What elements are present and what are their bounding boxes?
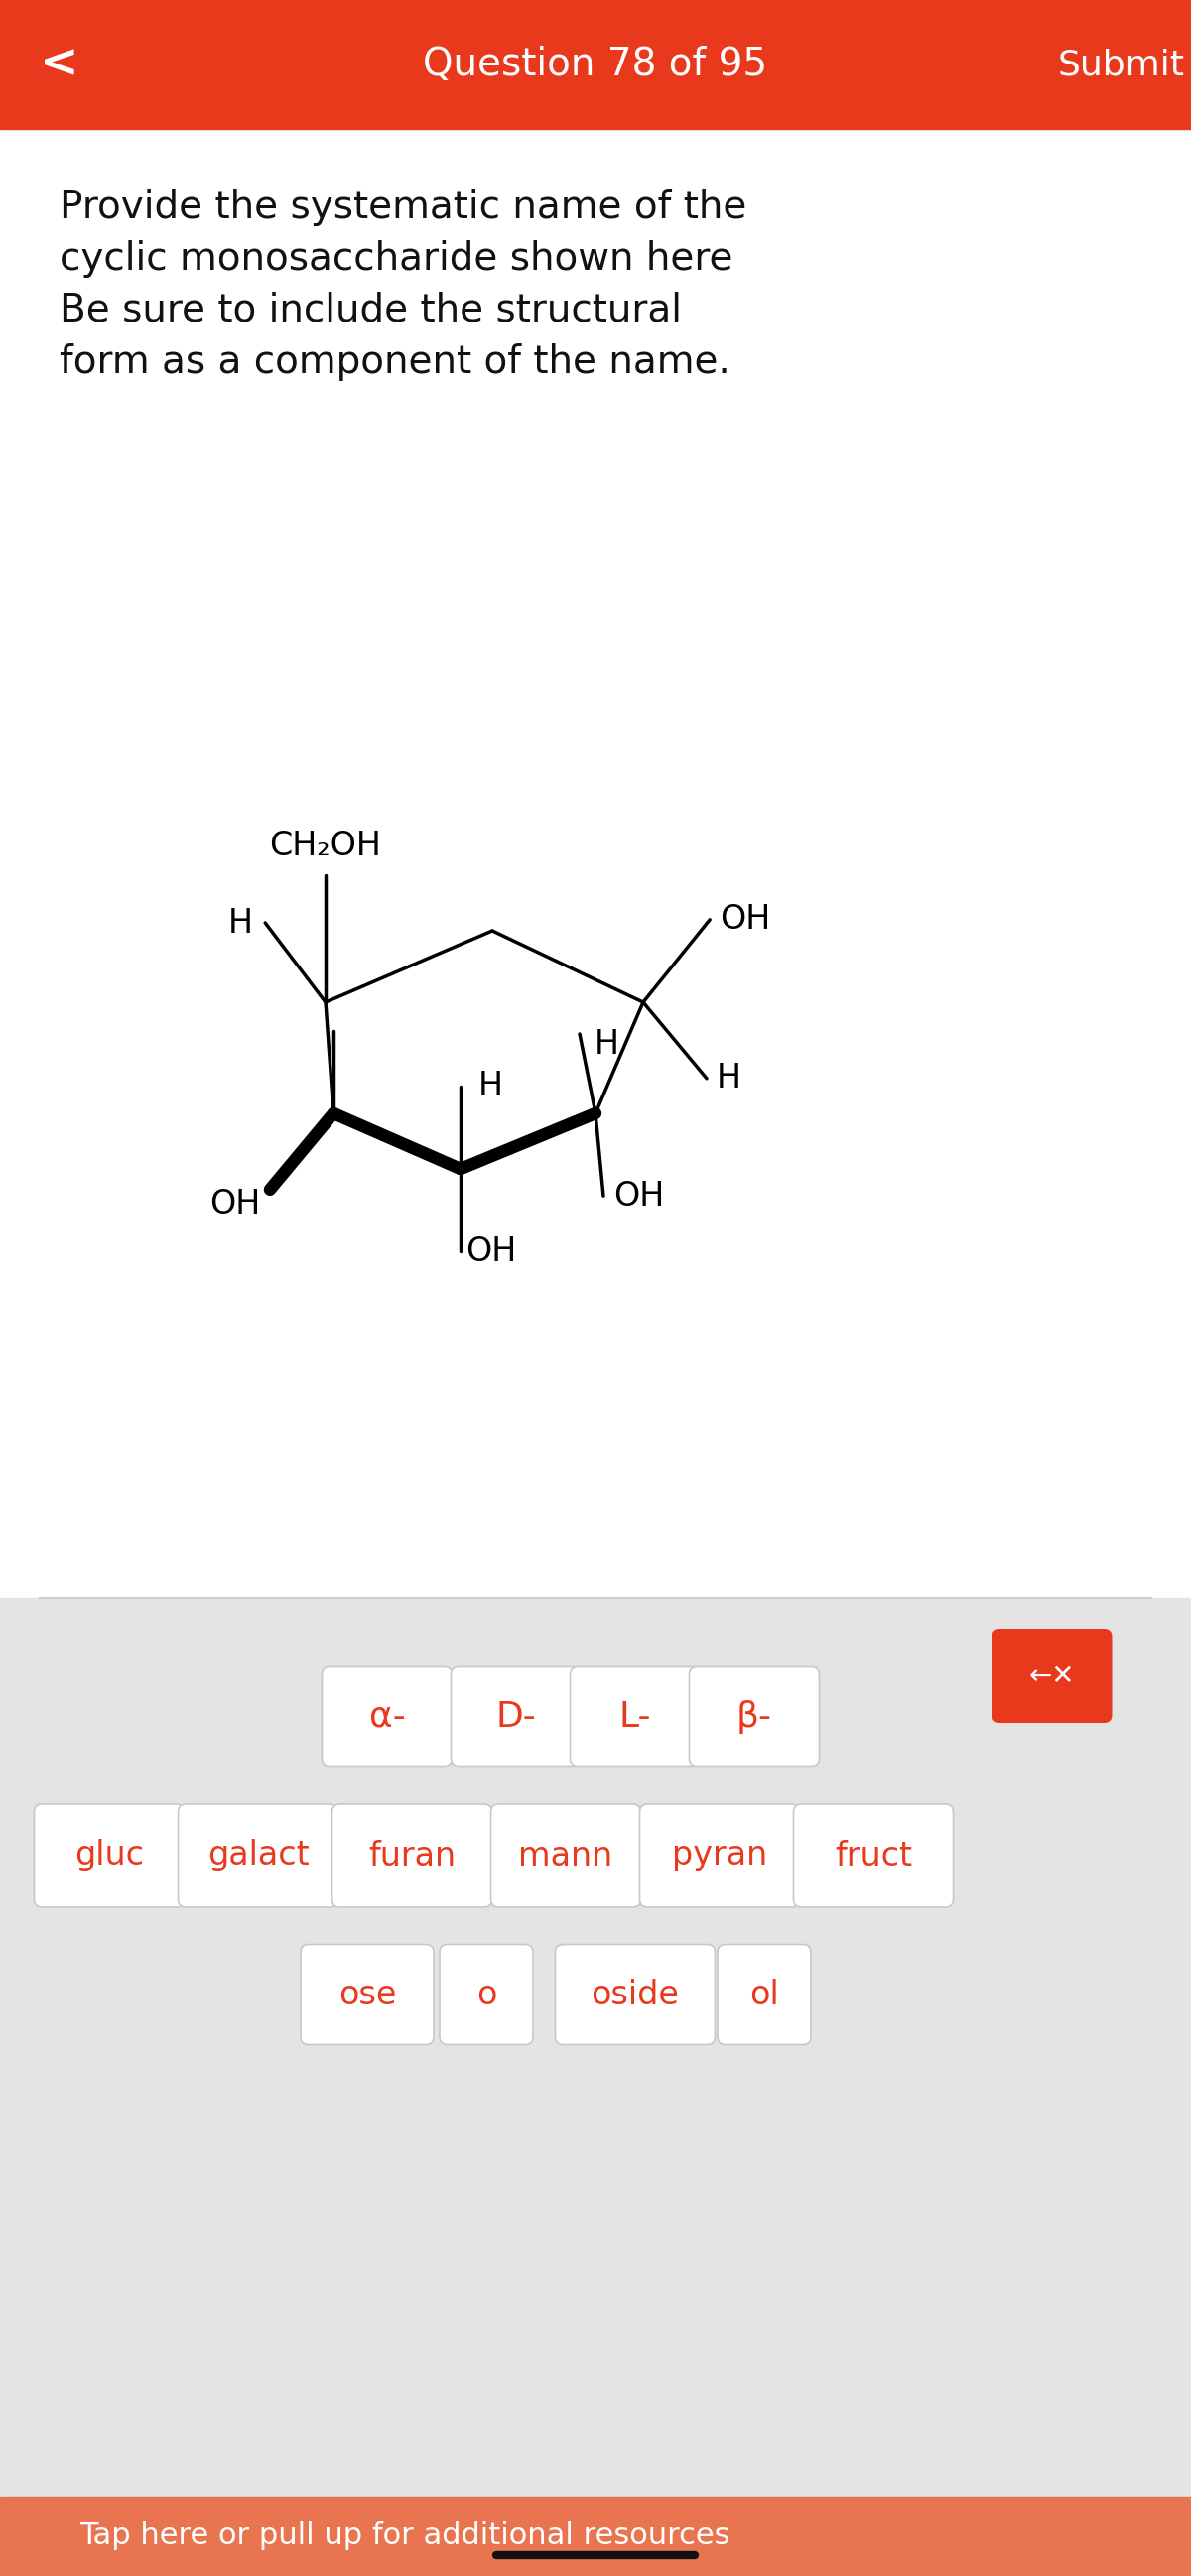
Text: cyclic monosaccharide shown here: cyclic monosaccharide shown here	[60, 240, 732, 278]
Text: <: <	[39, 41, 80, 88]
Text: H: H	[229, 907, 254, 940]
Text: gluc: gluc	[74, 1839, 144, 1873]
Text: Provide the systematic name of the: Provide the systematic name of the	[60, 188, 747, 227]
FancyBboxPatch shape	[439, 1945, 534, 2045]
Text: H: H	[594, 1028, 619, 1061]
FancyBboxPatch shape	[179, 1803, 338, 1906]
Text: OH: OH	[719, 904, 771, 935]
Text: Be sure to include the structural: Be sure to include the structural	[60, 291, 681, 330]
FancyBboxPatch shape	[451, 1667, 581, 1767]
Bar	[0, 1597, 1191, 2576]
Text: D-: D-	[495, 1700, 536, 1734]
Text: α-: α-	[369, 1700, 405, 1734]
FancyBboxPatch shape	[332, 1803, 492, 1906]
Text: H: H	[717, 1061, 741, 1095]
Text: β-: β-	[736, 1700, 772, 1734]
Bar	[0, 0, 1191, 129]
FancyBboxPatch shape	[992, 1631, 1112, 1723]
Text: L-: L-	[619, 1700, 651, 1734]
Text: fruct: fruct	[835, 1839, 912, 1873]
FancyBboxPatch shape	[491, 1803, 641, 1906]
Text: galact: galact	[207, 1839, 308, 1873]
Text: ←✕: ←✕	[1029, 1662, 1075, 1690]
Text: form as a component of the name.: form as a component of the name.	[60, 343, 730, 381]
Text: H: H	[479, 1069, 504, 1103]
Text: CH₂OH: CH₂OH	[269, 829, 381, 863]
Text: o: o	[476, 1978, 497, 2012]
Text: furan: furan	[368, 1839, 456, 1873]
Text: ose: ose	[338, 1978, 397, 2012]
FancyBboxPatch shape	[717, 1945, 811, 2045]
FancyBboxPatch shape	[640, 1803, 799, 1906]
Text: Question 78 of 95: Question 78 of 95	[423, 46, 768, 82]
Text: Tap here or pull up for additional resources: Tap here or pull up for additional resou…	[80, 2522, 730, 2550]
Text: OH: OH	[466, 1234, 517, 1267]
Text: pyran: pyran	[672, 1839, 767, 1873]
FancyBboxPatch shape	[322, 1667, 453, 1767]
Text: Submit: Submit	[1058, 46, 1185, 82]
FancyBboxPatch shape	[793, 1803, 953, 1906]
FancyBboxPatch shape	[570, 1667, 700, 1767]
Text: mann: mann	[518, 1839, 613, 1873]
FancyBboxPatch shape	[35, 1803, 185, 1906]
FancyBboxPatch shape	[690, 1667, 819, 1767]
Text: oside: oside	[591, 1978, 679, 2012]
Text: ol: ol	[749, 1978, 779, 2012]
FancyBboxPatch shape	[300, 1945, 434, 2045]
Bar	[0, 2496, 1191, 2576]
Text: OH: OH	[613, 1180, 665, 1213]
FancyBboxPatch shape	[555, 1945, 715, 2045]
Text: OH: OH	[210, 1188, 260, 1221]
